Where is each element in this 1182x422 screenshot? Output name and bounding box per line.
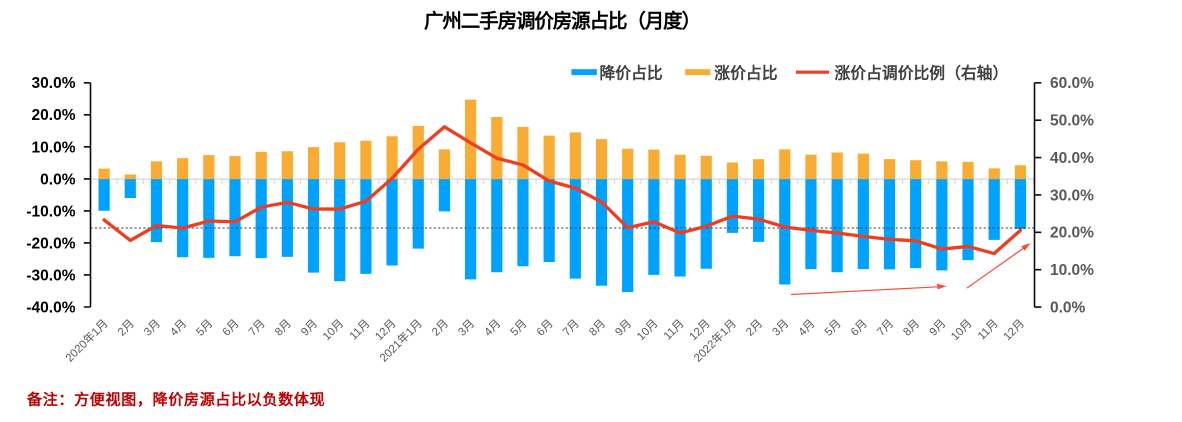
svg-text:-20.0%: -20.0% (26, 235, 75, 252)
svg-text:30.0%: 30.0% (32, 75, 76, 92)
svg-text:-10.0%: -10.0% (26, 203, 75, 220)
svg-text:广州二手房调价房源占比（月度）: 广州二手房调价房源占比（月度） (424, 10, 700, 33)
svg-text:20.0%: 20.0% (1050, 225, 1094, 242)
svg-text:备注：方便视图，降价房源占比以负数体现: 备注：方便视图，降价房源占比以负数体现 (26, 391, 325, 409)
svg-text:20.0%: 20.0% (32, 107, 76, 124)
svg-text:0.0%: 0.0% (1050, 299, 1086, 316)
svg-text:涨价占调价比例（右轴）: 涨价占调价比例（右轴） (835, 64, 1009, 83)
svg-text:0.0%: 0.0% (40, 171, 76, 188)
svg-text:60.0%: 60.0% (1050, 75, 1094, 92)
svg-text:-30.0%: -30.0% (26, 267, 75, 284)
svg-text:涨价占比: 涨价占比 (714, 64, 777, 83)
svg-text:40.0%: 40.0% (1050, 150, 1094, 167)
svg-text:降价占比: 降价占比 (600, 64, 663, 83)
svg-text:10.0%: 10.0% (1050, 262, 1094, 279)
svg-text:-40.0%: -40.0% (26, 299, 75, 316)
svg-text:10.0%: 10.0% (32, 139, 76, 156)
svg-text:50.0%: 50.0% (1050, 113, 1094, 130)
svg-text:30.0%: 30.0% (1050, 187, 1094, 204)
